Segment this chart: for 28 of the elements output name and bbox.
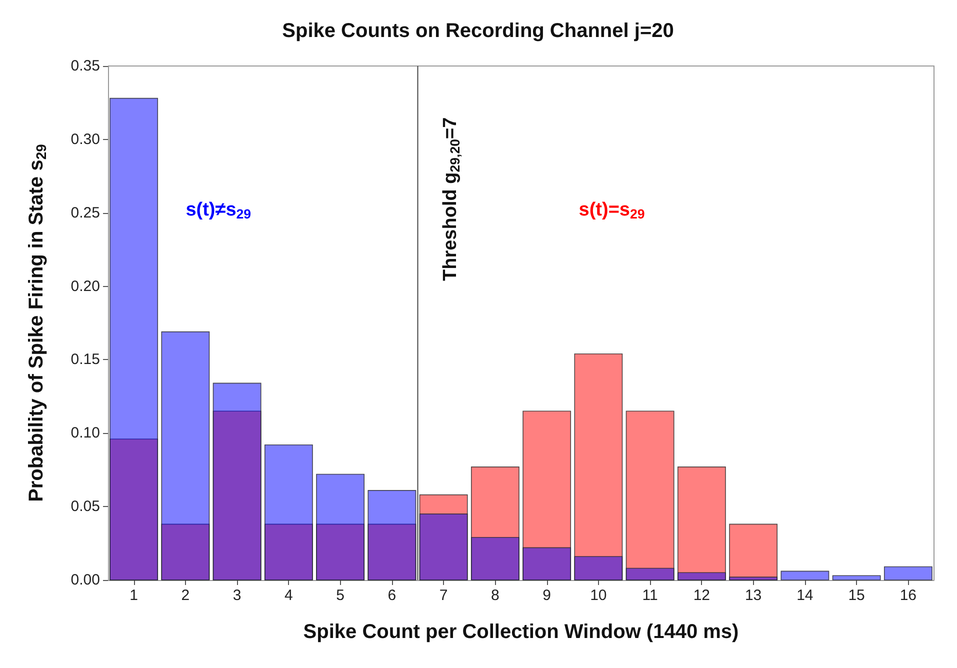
x-tick-label: 6 — [388, 587, 396, 604]
y-tick-label: 0.25 — [70, 204, 100, 222]
x-tick-label: 5 — [336, 587, 344, 604]
ref-line-label: Threshold g29,20=7 — [440, 117, 462, 281]
x-tick-label: 3 — [232, 587, 242, 604]
x-tick-label: 10 — [590, 587, 607, 604]
x-tick-label: 14 — [796, 587, 814, 604]
x-tick-label: 7 — [439, 587, 448, 604]
y-axis-title: Probability of Spike Firing in State s29 — [26, 144, 49, 502]
y-tick-label: 0.30 — [70, 130, 100, 148]
y-tick-label: 0.15 — [70, 351, 100, 368]
x-tick-label: 4 — [284, 587, 293, 604]
x-tick-label: 15 — [848, 587, 865, 604]
x-tick-label: 16 — [900, 587, 917, 604]
y-tick-label: 0.20 — [70, 278, 100, 295]
chart-title: Spike Counts on Recording Channel j=20 — [282, 20, 674, 42]
y-tick-label: 0.35 — [70, 58, 100, 74]
y-tick-label: 0.05 — [70, 498, 100, 516]
x-axis-title: Spike Count per Collection Window (1440 ms) — [303, 621, 739, 643]
x-tick-label: 8 — [491, 587, 500, 604]
x-tick-label: 2 — [181, 587, 190, 604]
y-tick-label: 0.10 — [70, 424, 100, 442]
x-tick-label: 1 — [130, 587, 138, 604]
x-tick-label: 9 — [542, 587, 551, 604]
x-tick-label: 11 — [642, 587, 658, 604]
y-tick-label: 0.00 — [70, 572, 100, 588]
x-tick-label: 12 — [693, 587, 710, 604]
x-tick-label: 13 — [744, 587, 762, 604]
